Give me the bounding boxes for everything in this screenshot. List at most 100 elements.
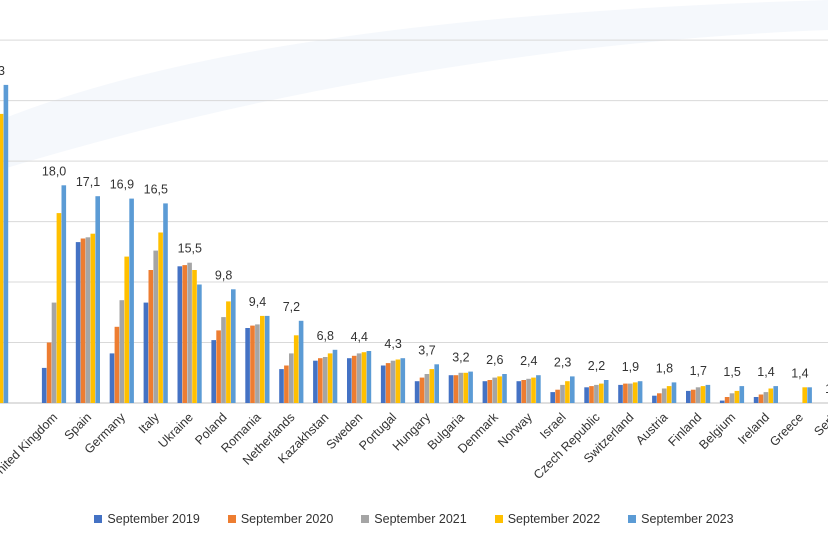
bar xyxy=(143,302,149,403)
bar xyxy=(565,381,570,403)
bar xyxy=(41,367,47,403)
bar xyxy=(75,242,81,403)
legend-label: September 2020 xyxy=(240,512,334,526)
legend-swatch xyxy=(227,515,236,523)
bar xyxy=(468,371,473,403)
bar xyxy=(347,358,352,403)
bar xyxy=(526,378,531,403)
x-tick-label: Ireland xyxy=(735,410,772,447)
bar xyxy=(80,238,86,403)
bar xyxy=(114,326,120,403)
bar xyxy=(119,300,125,403)
bar xyxy=(182,265,187,403)
x-tick-label: Greece xyxy=(767,410,806,449)
bar xyxy=(531,377,536,403)
bar xyxy=(279,369,284,403)
bar xyxy=(724,397,730,403)
bar xyxy=(729,393,735,403)
bar xyxy=(657,393,662,403)
bar xyxy=(666,386,672,403)
bar xyxy=(284,365,289,403)
data-label: 3,2 xyxy=(452,351,469,365)
bar xyxy=(603,380,609,403)
bar xyxy=(482,381,488,403)
data-label: 16,9 xyxy=(110,178,134,192)
bar xyxy=(570,376,575,403)
bar xyxy=(289,353,294,403)
bar xyxy=(550,392,555,403)
data-label: 15,5 xyxy=(178,242,202,256)
bar xyxy=(671,382,677,403)
bar xyxy=(46,342,52,403)
bar xyxy=(734,390,740,403)
bar xyxy=(753,397,759,403)
data-label: 4,3 xyxy=(384,337,401,351)
bar xyxy=(390,360,396,403)
data-label: 9,4 xyxy=(249,295,266,309)
data-label: 1,9 xyxy=(622,360,639,374)
bar xyxy=(163,203,168,403)
legend-item: September 2019 xyxy=(94,512,200,526)
bar xyxy=(492,377,497,403)
bar xyxy=(187,262,192,403)
data-label: 9,8 xyxy=(215,268,232,282)
bar xyxy=(385,363,391,403)
bar xyxy=(584,387,589,403)
bar xyxy=(661,388,667,403)
bar xyxy=(424,374,430,403)
bar xyxy=(124,256,129,403)
bar xyxy=(61,185,67,403)
legend-label: September 2021 xyxy=(374,512,467,526)
bar xyxy=(599,383,604,403)
x-tick-label: Ukraine xyxy=(156,410,196,450)
bar xyxy=(109,353,115,403)
bar xyxy=(356,353,362,403)
bar xyxy=(594,384,599,403)
bar xyxy=(216,330,221,403)
data-label: 16,5 xyxy=(144,182,168,196)
data-label: 17,1 xyxy=(76,175,100,189)
bar xyxy=(802,387,807,403)
data-label: 4,4 xyxy=(351,330,368,344)
bar xyxy=(429,369,435,403)
bar xyxy=(536,375,541,403)
bar xyxy=(51,302,57,403)
data-label: 2,3 xyxy=(554,355,571,369)
data-label: 2,2 xyxy=(588,359,605,373)
bar xyxy=(618,384,623,403)
bar xyxy=(773,386,778,403)
bar xyxy=(245,328,250,403)
bar xyxy=(623,383,628,403)
bar xyxy=(298,320,304,403)
legend-label: September 2022 xyxy=(507,512,601,526)
bar xyxy=(231,289,236,403)
data-label: 1,4 xyxy=(791,366,808,380)
x-tick-label: nited Kingdom xyxy=(0,410,60,476)
bar xyxy=(555,389,560,403)
bar xyxy=(380,365,386,403)
x-tick-label: Israel xyxy=(537,410,569,442)
bar xyxy=(148,270,154,403)
legend-swatch xyxy=(94,515,103,523)
bar xyxy=(226,301,231,403)
bar xyxy=(414,381,420,403)
bar xyxy=(560,384,565,403)
bar xyxy=(260,315,265,403)
bar xyxy=(192,270,197,403)
data-label: 1,4 xyxy=(757,365,774,379)
data-label: 2,6 xyxy=(486,353,503,367)
bar xyxy=(521,380,526,403)
bar xyxy=(177,266,183,403)
x-tick-label: Austria xyxy=(633,410,670,447)
bar xyxy=(807,387,812,403)
bar xyxy=(589,386,594,403)
bar xyxy=(3,84,9,404)
bar xyxy=(700,386,706,403)
bar xyxy=(719,400,725,403)
legend-item: September 2022 xyxy=(494,512,601,526)
bar xyxy=(497,376,502,403)
data-label: 1,3 xyxy=(825,382,828,396)
bar xyxy=(434,364,439,403)
bar xyxy=(419,377,425,403)
